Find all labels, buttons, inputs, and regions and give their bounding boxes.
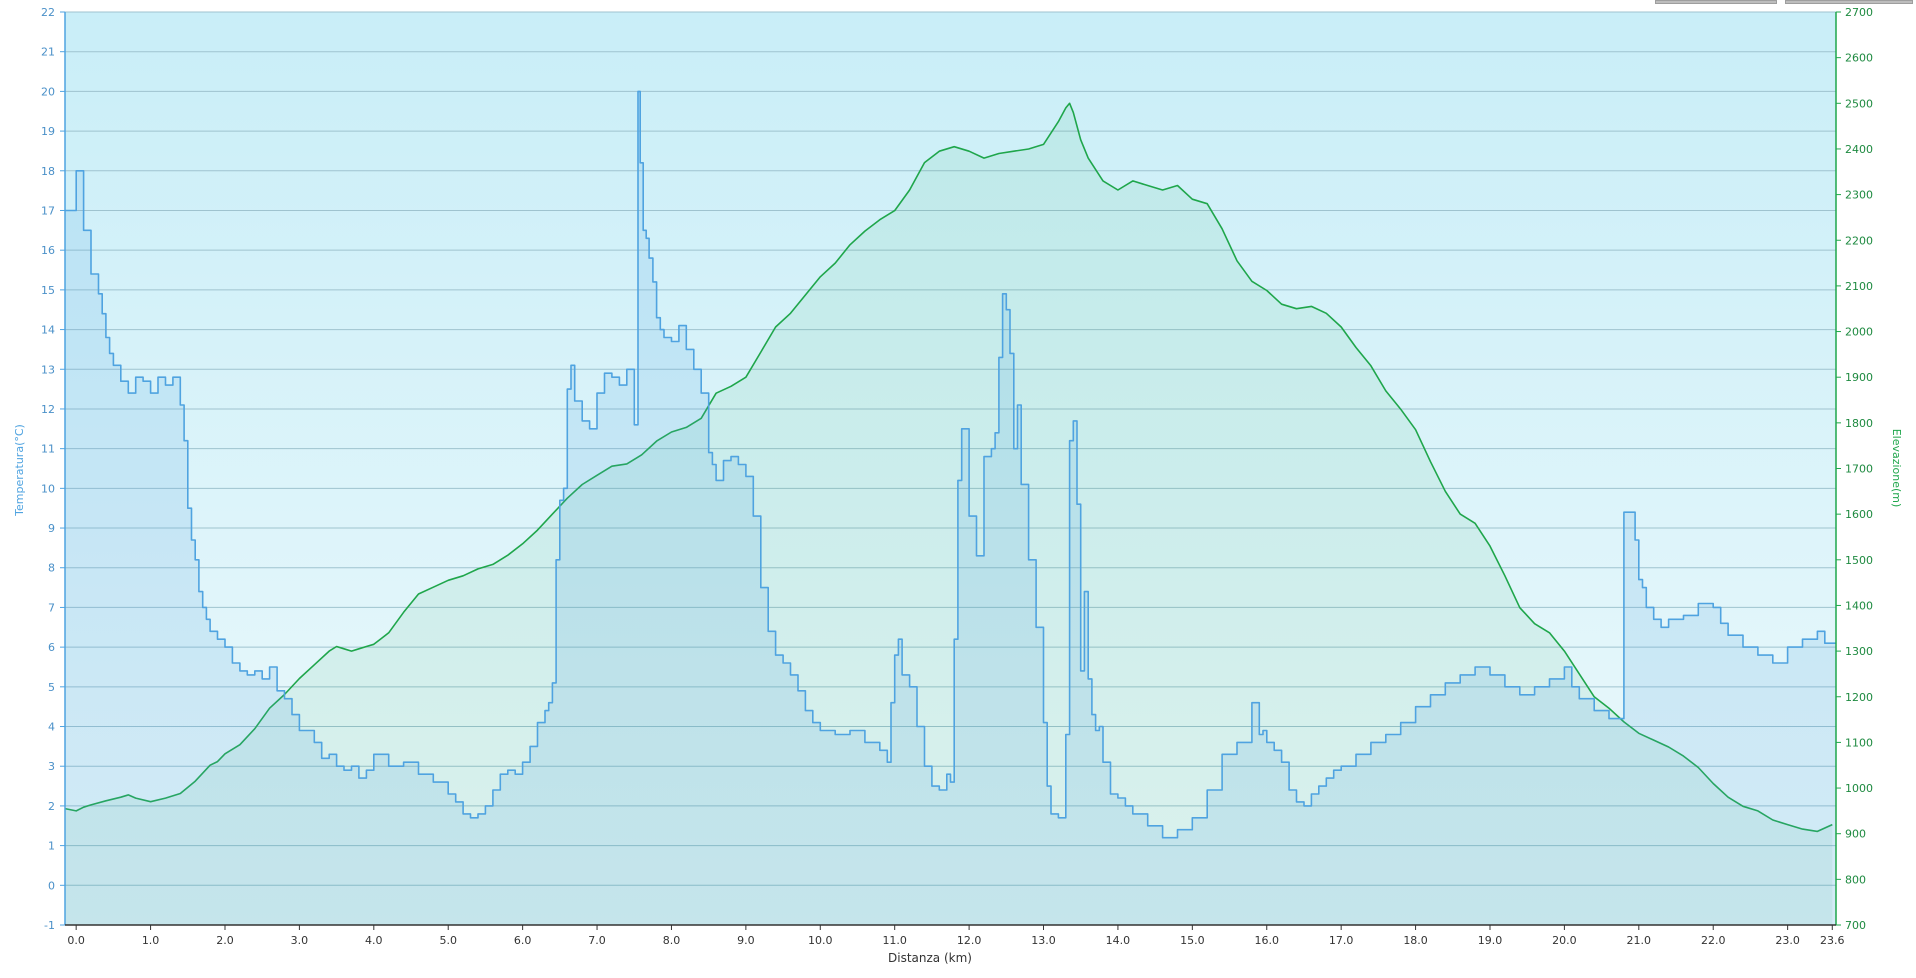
x-tick-label: 2.0 <box>216 934 234 947</box>
plot-background <box>65 12 1836 925</box>
y-right-tick-label: 2600 <box>1845 52 1873 65</box>
y-left-tick-label: 22 <box>41 6 55 19</box>
y-left-tick-label: 1 <box>48 840 55 853</box>
x-tick-label: 16.0 <box>1255 934 1280 947</box>
y-left-tick-label: 9 <box>48 522 55 535</box>
x-tick-label: 9.0 <box>737 934 755 947</box>
x-tick-label: 1.0 <box>142 934 160 947</box>
y-left-tick-label: 5 <box>48 681 55 694</box>
x-tick-label: 11.0 <box>882 934 907 947</box>
x-tick-label: 22.0 <box>1701 934 1726 947</box>
x-tick-label: 10.0 <box>808 934 833 947</box>
x-tick-label: 7.0 <box>588 934 606 947</box>
x-tick-label: 23.6 <box>1820 934 1845 947</box>
x-tick-label: 18.0 <box>1403 934 1428 947</box>
y-left-tick-label: 15 <box>41 284 55 297</box>
y-right-tick-label: 1700 <box>1845 463 1873 476</box>
toolbar-button-1[interactable] <box>1655 0 1777 4</box>
y-right-tick-label: 1900 <box>1845 371 1873 384</box>
y-right-tick-label: 2200 <box>1845 234 1873 247</box>
y-left-tick-label: 14 <box>41 324 55 337</box>
y-left-tick-label: 19 <box>41 125 55 138</box>
y-left-tick-label: 18 <box>41 165 55 178</box>
y-right-tick-label: 2000 <box>1845 326 1873 339</box>
x-tick-label: 3.0 <box>291 934 309 947</box>
y-left-tick-label: 20 <box>41 85 55 98</box>
x-tick-label: 20.0 <box>1552 934 1577 947</box>
x-tick-label: 0.0 <box>67 934 85 947</box>
grid <box>65 11 1836 926</box>
y-right-tick-label: 1200 <box>1845 691 1873 704</box>
x-tick-label: 5.0 <box>439 934 457 947</box>
y-right-tick-label: 1800 <box>1845 417 1873 430</box>
y-left-tick-label: 7 <box>48 601 55 614</box>
y-right-tick-label: 700 <box>1845 919 1866 932</box>
x-tick-label: 12.0 <box>957 934 982 947</box>
y-left-tick-label: 6 <box>48 641 55 654</box>
y-left-tick-label: 13 <box>41 363 55 376</box>
elevazione-line <box>64 102 1833 833</box>
y-right-tick-label: 1000 <box>1845 782 1873 795</box>
y-right-tick-label: 1300 <box>1845 645 1873 658</box>
y-right-tick-label: 800 <box>1845 873 1866 886</box>
x-tick-label: 14.0 <box>1106 934 1131 947</box>
y-left-tick-label: 8 <box>48 562 55 575</box>
x-tick-label: 21.0 <box>1627 934 1652 947</box>
temperature-series <box>65 90 1836 925</box>
x-tick-label: 17.0 <box>1329 934 1354 947</box>
y-right-tick-label: 2700 <box>1845 6 1873 19</box>
x-tick-label: 6.0 <box>514 934 532 947</box>
y-left-tick-label: -1 <box>44 919 55 932</box>
x-tick-label: 4.0 <box>365 934 383 947</box>
y-right-tick-label: 2400 <box>1845 143 1873 156</box>
y-left-tick-label: 2 <box>48 800 55 813</box>
y-left-tick-label: 16 <box>41 244 55 257</box>
y-right-tick-label: 1600 <box>1845 508 1873 521</box>
y-left-tick-label: 12 <box>41 403 55 416</box>
x-tick-label: 15.0 <box>1180 934 1205 947</box>
temperatura-area <box>65 91 1836 925</box>
y-left-tick-label: 21 <box>41 46 55 59</box>
y-left-tick-label: 17 <box>41 204 55 217</box>
axes: 222120191817161514131211109876543210-127… <box>41 6 1873 947</box>
x-tick-label: 13.0 <box>1031 934 1056 947</box>
y-right-tick-label: 900 <box>1845 828 1866 841</box>
temperatura-line <box>65 90 1836 839</box>
y-axis-right-title: Elevazione(m) <box>1890 429 1903 508</box>
y-right-tick-label: 2300 <box>1845 189 1873 202</box>
y-left-tick-label: 4 <box>48 721 55 734</box>
x-axis-title: Distanza (km) <box>888 951 972 965</box>
y-left-tick-label: 3 <box>48 760 55 773</box>
y-left-tick-label: 0 <box>48 879 55 892</box>
y-left-tick-label: 10 <box>41 482 55 495</box>
y-right-tick-label: 1400 <box>1845 599 1873 612</box>
y-right-tick-label: 2500 <box>1845 97 1873 110</box>
y-right-tick-label: 2100 <box>1845 280 1873 293</box>
x-tick-label: 23.0 <box>1775 934 1800 947</box>
x-tick-label: 8.0 <box>663 934 681 947</box>
toolbar-button-2[interactable] <box>1785 0 1913 4</box>
elevation-series <box>64 102 1833 926</box>
x-tick-label: 19.0 <box>1478 934 1503 947</box>
y-right-tick-label: 1500 <box>1845 554 1873 567</box>
elevazione-area <box>65 103 1833 926</box>
y-left-tick-label: 11 <box>41 443 55 456</box>
y-axis-left-title: Temperatura(°C) <box>13 424 26 517</box>
y-right-tick-label: 1100 <box>1845 736 1873 749</box>
